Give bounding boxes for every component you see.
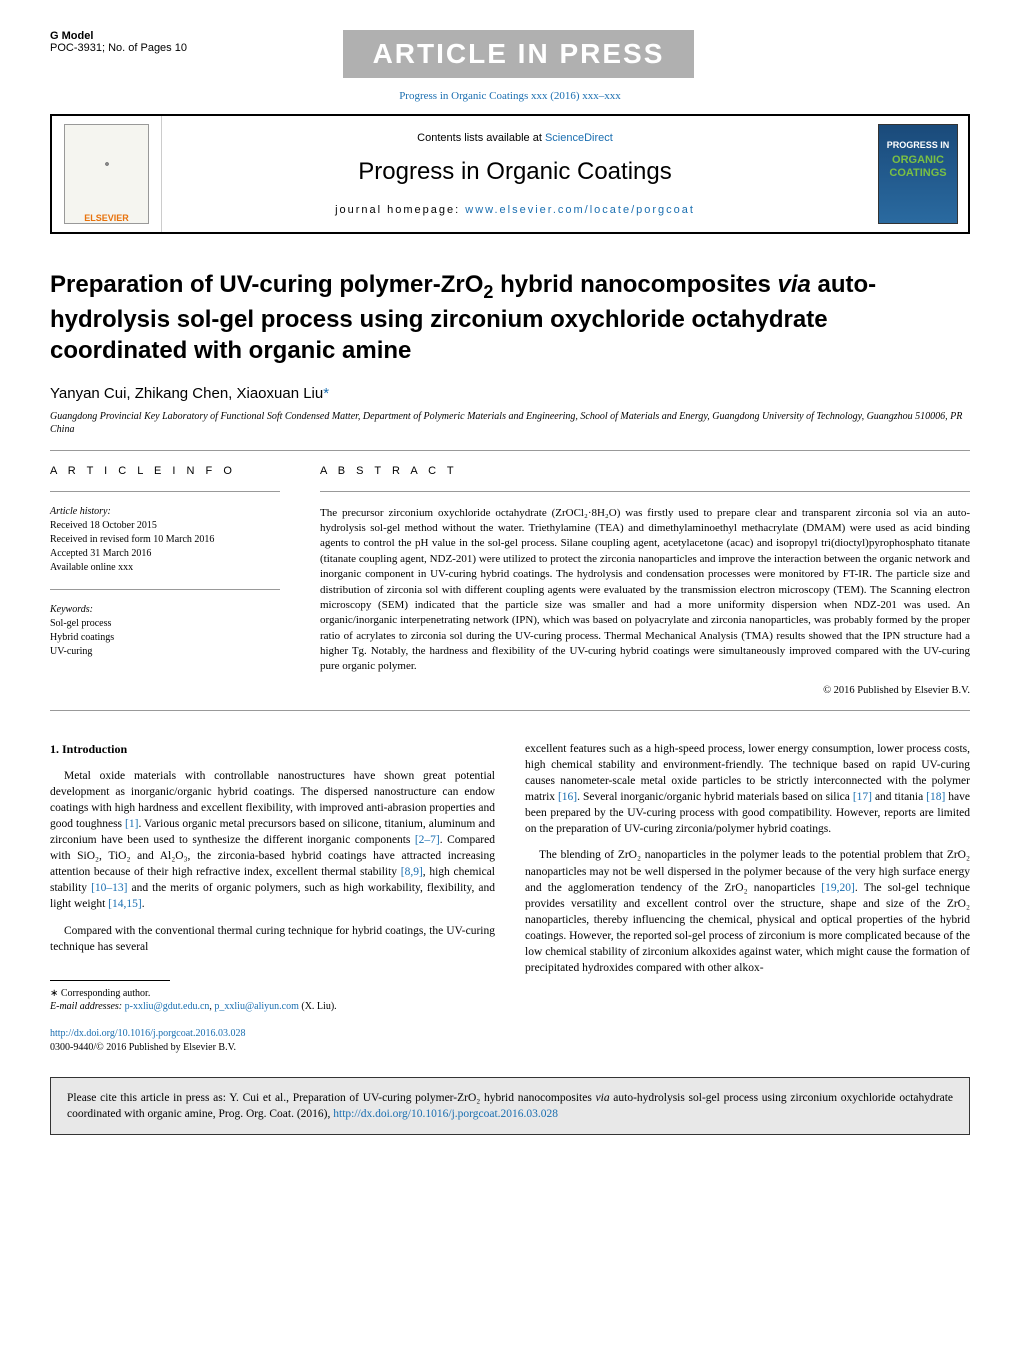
- journal-banner: ELSEVIER Contents lists available at Sci…: [50, 114, 970, 234]
- cover-top-text: PROGRESS IN: [887, 140, 950, 150]
- history-heading: Article history:: [50, 506, 280, 517]
- journal-homepage: journal homepage: www.elsevier.com/locat…: [335, 204, 695, 216]
- received-date: Received 18 October 2015: [50, 519, 280, 533]
- elsevier-logo[interactable]: ELSEVIER: [64, 124, 149, 224]
- keyword: Sol-gel process: [50, 617, 280, 631]
- ref-link[interactable]: [10–13]: [91, 882, 127, 894]
- ref-link[interactable]: [16]: [558, 791, 577, 803]
- sciencedirect-link[interactable]: ScienceDirect: [545, 132, 613, 144]
- keyword: Hybrid coatings: [50, 631, 280, 645]
- contents-text: Contents lists available at: [417, 132, 545, 144]
- banner-center: Contents lists available at ScienceDirec…: [162, 116, 868, 232]
- issn-line: 0300-9440/© 2016 Published by Elsevier B…: [50, 1041, 495, 1055]
- email-link[interactable]: p_xxliu@aliyun.com: [214, 1001, 298, 1012]
- doi-link[interactable]: http://dx.doi.org/10.1016/j.porgcoat.201…: [50, 1028, 245, 1039]
- body-columns: 1. Introduction Metal oxide materials wi…: [50, 741, 970, 1055]
- ref-link[interactable]: [8,9]: [401, 866, 423, 878]
- online-date: Available online xxx: [50, 561, 280, 575]
- email-line: E-mail addresses: p-xxliu@gdut.edu.cn, p…: [50, 1000, 495, 1013]
- keywords-heading: Keywords:: [50, 604, 280, 615]
- cover-organic-text: ORGANICCOATINGS: [889, 154, 946, 180]
- authors-line: Yanyan Cui, Zhikang Chen, Xiaoxuan Liu*: [50, 385, 970, 402]
- homepage-label: journal homepage:: [335, 204, 465, 216]
- abstract-text: The precursor zirconium oxychloride octa…: [320, 506, 970, 675]
- body-paragraph: Compared with the conventional thermal c…: [50, 923, 495, 955]
- footnote-separator: [50, 980, 170, 981]
- column-right: excellent features such as a high-speed …: [525, 741, 970, 1055]
- info-abstract-row: A R T I C L E I N F O Article history: R…: [50, 465, 970, 696]
- citation-doi-link[interactable]: http://dx.doi.org/10.1016/j.porgcoat.201…: [333, 1108, 558, 1120]
- corresponding-note: ∗ Corresponding author.: [50, 987, 495, 1000]
- gmodel-label: G Model: [50, 30, 187, 42]
- keyword: UV-curing: [50, 645, 280, 659]
- ref-link[interactable]: [2–7]: [415, 834, 440, 846]
- gmodel-id: POC-3931; No. of Pages 10: [50, 42, 187, 54]
- ref-link[interactable]: [1]: [125, 818, 138, 830]
- footnote-block: ∗ Corresponding author. E-mail addresses…: [50, 987, 495, 1013]
- column-left: 1. Introduction Metal oxide materials wi…: [50, 741, 495, 1055]
- ref-link[interactable]: [14,15]: [108, 898, 142, 910]
- journal-ref-link[interactable]: Progress in Organic Coatings xxx (2016) …: [399, 90, 621, 102]
- abstract-copyright: © 2016 Published by Elsevier B.V.: [320, 685, 970, 696]
- gmodel-block: G Model POC-3931; No. of Pages 10: [50, 30, 187, 54]
- separator: [50, 491, 280, 492]
- ref-link[interactable]: [18]: [926, 791, 945, 803]
- authors-names: Yanyan Cui, Zhikang Chen, Xiaoxuan Liu: [50, 385, 323, 402]
- body-paragraph: The blending of ZrO₂ nanoparticles in th…: [525, 847, 970, 976]
- journal-title: Progress in Organic Coatings: [358, 158, 671, 186]
- body-paragraph: excellent features such as a high-speed …: [525, 741, 970, 838]
- section-heading-intro: 1. Introduction: [50, 741, 495, 758]
- accepted-date: Accepted 31 March 2016: [50, 547, 280, 561]
- email-link[interactable]: p-xxliu@gdut.edu.cn: [125, 1001, 210, 1012]
- abstract-header: A B S T R A C T: [320, 465, 970, 477]
- elsevier-text: ELSEVIER: [84, 213, 129, 223]
- separator: [50, 450, 970, 451]
- separator: [50, 710, 970, 711]
- article-info: A R T I C L E I N F O Article history: R…: [50, 465, 280, 696]
- banner-left: ELSEVIER: [52, 116, 162, 232]
- article-info-header: A R T I C L E I N F O: [50, 465, 280, 477]
- corresponding-asterisk: *: [323, 385, 329, 402]
- article-in-press-banner: ARTICLE IN PRESS: [343, 30, 695, 78]
- contents-line: Contents lists available at ScienceDirec…: [417, 132, 613, 144]
- separator: [50, 589, 280, 590]
- citation-box: Please cite this article in press as: Y.…: [50, 1077, 970, 1135]
- affiliation: Guangdong Provincial Key Laboratory of F…: [50, 410, 970, 436]
- elsevier-tree-icon: [77, 143, 137, 213]
- journal-cover-thumbnail[interactable]: PROGRESS IN ORGANICCOATINGS: [878, 124, 958, 224]
- revised-date: Received in revised form 10 March 2016: [50, 533, 280, 547]
- doi-line: http://dx.doi.org/10.1016/j.porgcoat.201…: [50, 1027, 495, 1041]
- keywords-list: Sol-gel process Hybrid coatings UV-curin…: [50, 617, 280, 659]
- homepage-link[interactable]: www.elsevier.com/locate/porgcoat: [465, 204, 695, 216]
- journal-reference[interactable]: Progress in Organic Coatings xxx (2016) …: [50, 90, 970, 102]
- separator: [320, 491, 970, 492]
- banner-right: PROGRESS IN ORGANICCOATINGS: [868, 116, 968, 232]
- abstract: A B S T R A C T The precursor zirconium …: [320, 465, 970, 696]
- article-title: Preparation of UV-curing polymer-ZrO2 hy…: [50, 269, 970, 367]
- ref-link[interactable]: [19,20]: [821, 882, 855, 894]
- header-top: G Model POC-3931; No. of Pages 10 ARTICL…: [50, 30, 970, 78]
- ref-link[interactable]: [17]: [853, 791, 872, 803]
- body-paragraph: Metal oxide materials with controllable …: [50, 768, 495, 913]
